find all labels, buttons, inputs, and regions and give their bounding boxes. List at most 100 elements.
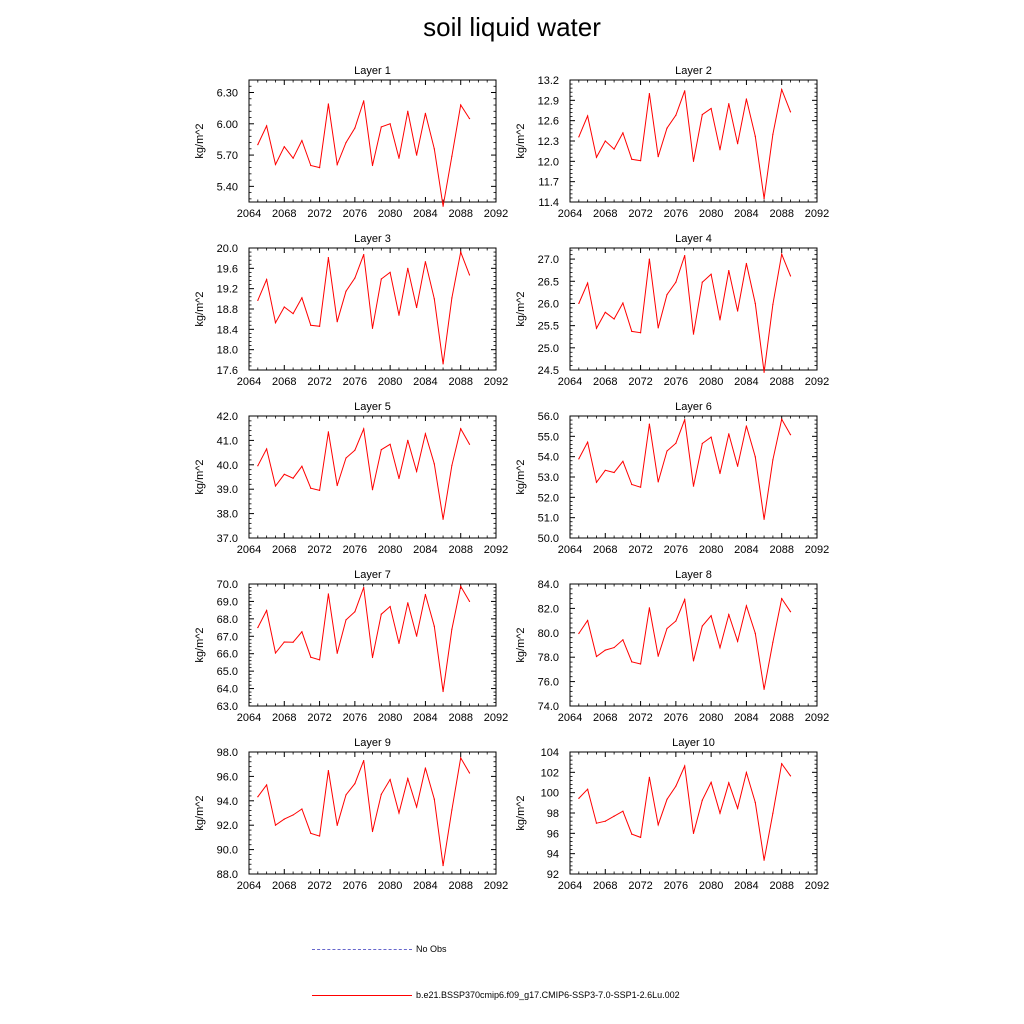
panel-layer-9: Layer 9 kg/m^2 2064 2068 2072 2076 2080 2084 208…	[194, 737, 508, 892]
data-point	[468, 772, 471, 774]
x-tick-label: 2084	[734, 208, 758, 220]
x-tick-label: 2072	[628, 712, 652, 724]
data-point	[442, 690, 444, 693]
panel-title: Layer 5	[354, 401, 391, 413]
x-tick-label: 2072	[628, 880, 652, 892]
x-tick-label: 2084	[734, 376, 758, 388]
x-tick-label: 2072	[307, 208, 331, 220]
x-tick-label: 2064	[558, 712, 582, 724]
x-tick-label: 2088	[448, 208, 472, 220]
data-point	[266, 784, 268, 786]
y-tick-label: 66.0	[217, 649, 238, 661]
y-tick-label: 94.0	[217, 796, 238, 808]
y-tick-label: 64.0	[217, 684, 238, 696]
data-point	[684, 90, 686, 92]
data-point	[604, 649, 606, 651]
y-tick-label: 18.4	[217, 324, 238, 336]
data-point	[257, 144, 259, 146]
data-point	[604, 820, 606, 822]
x-tick-label: 2092	[805, 376, 829, 388]
data-point	[675, 281, 677, 283]
x-tick-label: 2064	[558, 880, 582, 892]
data-point	[578, 458, 580, 460]
data-point	[371, 489, 374, 491]
data-point	[737, 310, 739, 312]
data-point	[354, 782, 356, 785]
data-point	[604, 311, 606, 313]
data-point	[336, 484, 338, 487]
data-point	[380, 278, 382, 280]
data-point	[416, 470, 418, 472]
data-point	[416, 806, 418, 808]
series-line	[257, 100, 470, 207]
data-point	[684, 765, 686, 767]
data-point	[451, 628, 453, 630]
data-point	[772, 812, 774, 814]
y-tick-label: 94	[547, 849, 559, 861]
data-point	[327, 593, 329, 595]
data-point	[301, 139, 303, 142]
panel-title: Layer 1	[354, 65, 391, 77]
data-point	[354, 277, 356, 279]
x-tick-label: 2072	[307, 880, 331, 892]
data-point	[292, 477, 294, 479]
data-point	[433, 625, 435, 627]
y-tick-label: 69.0	[217, 596, 238, 608]
panel-layer-7: Layer 7 kg/m^2 2064 2068 2072 2076 2080 2084 208…	[194, 569, 508, 724]
x-tick-label: 2080	[378, 712, 402, 724]
series-line	[578, 252, 791, 373]
data-point	[710, 781, 712, 783]
data-point	[363, 759, 365, 762]
data-point	[622, 460, 624, 462]
data-point	[433, 298, 435, 300]
data-point	[789, 434, 792, 436]
x-tick-label: 2076	[664, 376, 688, 388]
data-point	[292, 312, 294, 315]
plot-frame	[569, 583, 818, 707]
data-point	[622, 639, 624, 641]
data-point	[283, 818, 285, 820]
data-point	[416, 635, 418, 637]
data-point	[613, 318, 615, 320]
series-line	[257, 756, 470, 866]
data-point	[442, 864, 444, 867]
data-point	[666, 798, 668, 800]
x-tick-label: 2088	[448, 544, 472, 556]
data-point	[371, 164, 374, 167]
data-point	[772, 459, 774, 461]
data-point	[631, 661, 633, 663]
x-tick-label: 2068	[272, 376, 296, 388]
data-point	[274, 652, 277, 654]
data-point	[345, 794, 347, 796]
y-axis-label: kg/m^2	[194, 291, 206, 326]
data-point	[398, 157, 400, 159]
legend-swatch-dashed	[312, 949, 412, 950]
x-tick-label: 2084	[734, 544, 758, 556]
x-tick-label: 2068	[272, 544, 296, 556]
x-tick-label: 2084	[413, 712, 437, 724]
data-point	[622, 810, 624, 812]
data-point	[266, 125, 268, 127]
y-tick-label: 25.0	[538, 343, 559, 355]
data-point	[389, 123, 391, 125]
y-tick-label: 96.0	[217, 771, 238, 783]
y-tick-label: 6.30	[217, 88, 238, 100]
y-tick-label: 12.0	[538, 156, 559, 168]
x-tick-label: 2080	[699, 208, 723, 220]
data-point	[380, 793, 382, 795]
data-point	[613, 148, 615, 150]
x-tick-label: 2064	[558, 544, 582, 556]
data-point	[345, 290, 347, 292]
data-point	[737, 465, 739, 467]
y-axis-label: kg/m^2	[194, 459, 206, 494]
data-point	[398, 812, 400, 814]
data-point	[754, 302, 756, 305]
data-point	[460, 585, 462, 588]
data-point	[301, 808, 303, 810]
y-tick-label: 12.3	[538, 136, 559, 148]
x-tick-label: 2084	[413, 880, 437, 892]
data-point	[657, 655, 659, 657]
y-tick-label: 98.0	[217, 747, 238, 759]
data-point	[657, 327, 659, 329]
